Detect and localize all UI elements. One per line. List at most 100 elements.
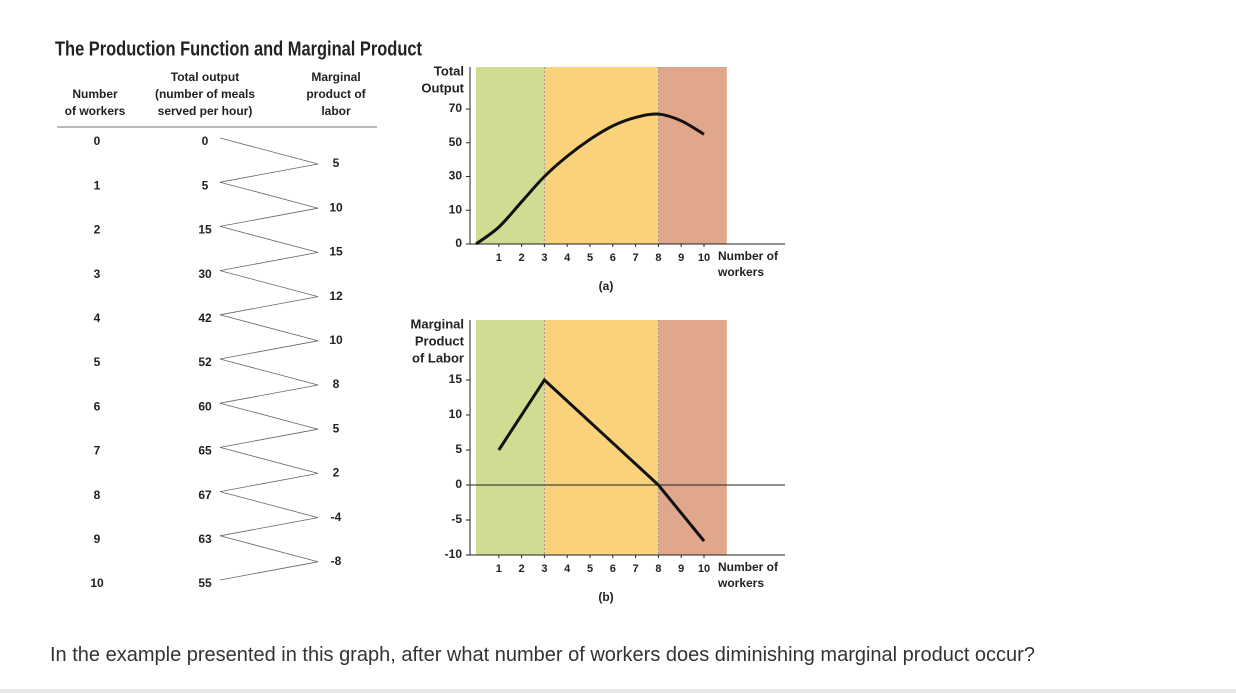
x-axis-label: Number of (718, 560, 779, 574)
y-tick-label: 70 (449, 101, 463, 115)
worker-count: 0 (94, 134, 101, 148)
y-tick-label: 50 (449, 135, 463, 149)
y-axis-label: Product (415, 333, 465, 348)
marginal-product: -8 (331, 554, 342, 568)
worker-count: 6 (94, 399, 101, 413)
worker-count: 8 (94, 488, 101, 502)
marginal-product: 2 (333, 466, 340, 480)
zone (658, 67, 727, 244)
zone (658, 320, 727, 555)
total-output: 67 (198, 488, 212, 502)
x-tick-label: 8 (655, 252, 661, 264)
worker-count: 3 (94, 267, 101, 281)
connector (219, 491, 319, 537)
y-tick-label: -10 (445, 547, 463, 561)
worker-count: 1 (94, 178, 101, 192)
x-tick-label: 7 (633, 563, 639, 575)
x-tick-label: 3 (541, 252, 547, 264)
y-tick-label: 5 (455, 442, 462, 456)
panel-label: (a) (599, 279, 614, 293)
total-output: 52 (198, 355, 212, 369)
worker-count: 4 (94, 311, 101, 325)
connector (219, 270, 319, 316)
y-axis-label: Marginal (411, 316, 464, 331)
marginal-product: 15 (329, 245, 343, 259)
data-line (497, 377, 706, 542)
column-header: served per hour) (158, 104, 253, 118)
question: In the example presented in this graph, … (50, 644, 1035, 666)
total-output: 15 (198, 223, 212, 237)
x-tick-label: 9 (678, 252, 684, 264)
x-tick-label: 4 (564, 563, 571, 575)
zone (476, 320, 545, 555)
marginal-product: 8 (333, 377, 340, 391)
figure-title: The Production Function and Marginal Pro… (55, 38, 422, 60)
y-axis-label: Total (434, 63, 464, 78)
y-tick-label: 0 (455, 236, 462, 250)
marginal-product: 5 (333, 421, 340, 435)
x-tick-label: 2 (519, 252, 525, 264)
y-axis-label: Output (421, 80, 464, 95)
x-tick-label: 6 (610, 563, 616, 575)
connector (219, 226, 319, 271)
column-header: of workers (65, 104, 126, 118)
x-tick-label: 4 (564, 252, 571, 264)
x-tick-label: 5 (587, 563, 593, 575)
total-output: 65 (198, 444, 212, 458)
x-axis-label: workers (717, 265, 764, 279)
x-tick-label: 10 (698, 563, 710, 575)
column-header: Total output (171, 70, 239, 84)
worker-count: 10 (90, 576, 104, 590)
total-output: 42 (198, 311, 212, 325)
marginal-product: 10 (329, 200, 343, 214)
x-axis-label: workers (717, 576, 764, 590)
x-tick-label: 8 (655, 563, 661, 575)
total-output: 55 (198, 576, 212, 590)
y-tick-label: -5 (451, 512, 462, 526)
column-header: labor (321, 104, 351, 118)
total-output: 5 (202, 178, 209, 192)
connector (219, 314, 319, 360)
connector (219, 181, 319, 227)
zone (544, 320, 659, 555)
column-header: (number of meals (155, 87, 255, 101)
x-tick-label: 9 (678, 563, 684, 575)
column-header: product of (306, 87, 366, 101)
zone (544, 67, 659, 244)
panel-label: (b) (598, 590, 613, 604)
worker-count: 2 (94, 223, 101, 237)
y-tick-label: 10 (449, 407, 463, 421)
y-tick-label: 15 (449, 372, 463, 386)
x-tick-label: 7 (633, 252, 639, 264)
worker-count: 7 (94, 444, 101, 458)
worker-count: 9 (94, 532, 101, 546)
y-tick-label: 30 (449, 169, 463, 183)
marginal-product: 12 (329, 289, 343, 303)
connector (219, 358, 319, 404)
x-tick-label: 5 (587, 252, 593, 264)
x-axis-label: Number of (718, 249, 779, 263)
figure: The Production Function and Marginal Pro… (55, 38, 785, 604)
total-output: 60 (198, 399, 212, 413)
x-tick-label: 2 (519, 563, 525, 575)
x-tick-label: 6 (610, 252, 616, 264)
column-header: Marginal (311, 70, 360, 84)
marginal-product: 5 (333, 156, 340, 170)
connector (219, 535, 319, 581)
x-tick-label: 10 (698, 252, 710, 264)
total-output: 63 (198, 532, 212, 546)
y-tick-label: 0 (455, 477, 462, 491)
total-output: 0 (202, 134, 209, 148)
connector (219, 447, 319, 492)
y-axis-label: of Labor (412, 350, 464, 365)
column-header: Number (72, 87, 118, 101)
connector (219, 402, 319, 448)
total-output: 30 (198, 267, 212, 281)
connector (219, 137, 319, 183)
marginal-product: 10 (329, 333, 343, 347)
x-tick-label: 3 (541, 563, 547, 575)
x-tick-label: 1 (496, 252, 502, 264)
marginal-product: -4 (331, 510, 342, 524)
x-tick-label: 1 (496, 563, 502, 575)
